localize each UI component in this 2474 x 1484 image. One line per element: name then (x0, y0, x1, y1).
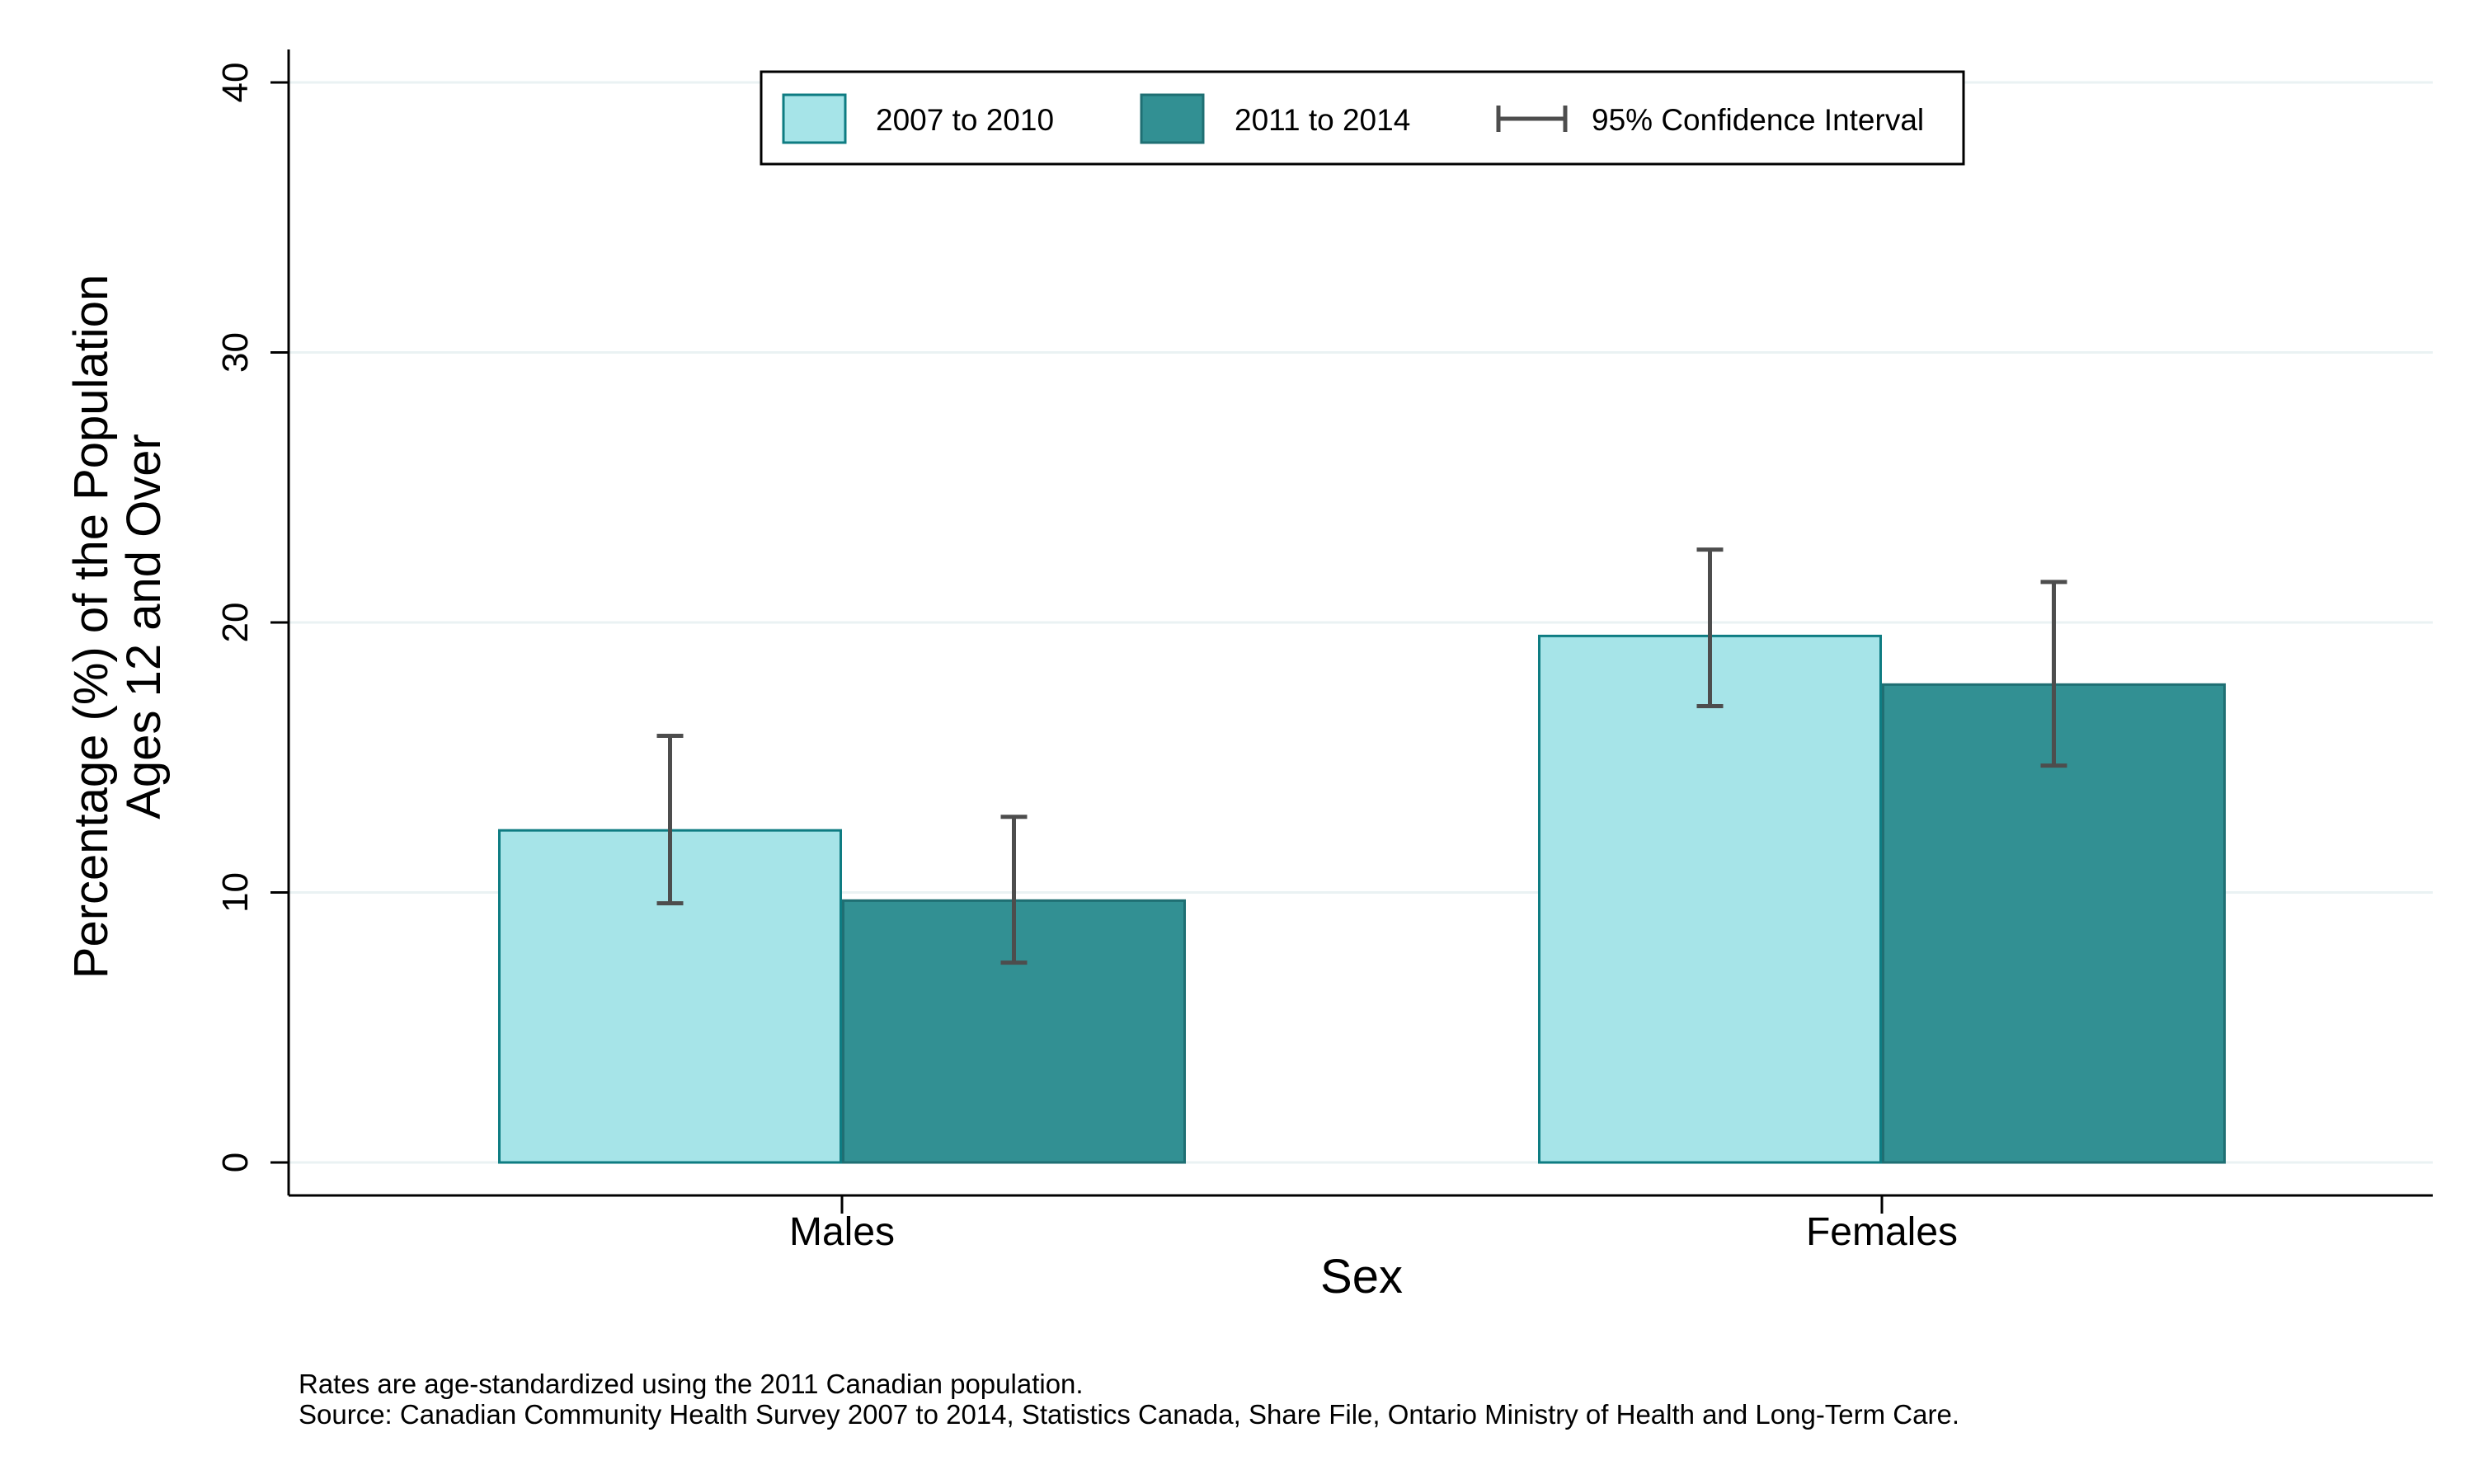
ci-females-2011-to-2014 (2040, 580, 2067, 768)
legend: 2007 to 2010 2011 to 2014 95% Confidence… (760, 70, 1965, 166)
confidence-intervals (656, 547, 2067, 965)
bar-females-2007-to-2010 (1538, 634, 1882, 1164)
y-axis-title-line-1: Percentage (%) of the Population (64, 275, 118, 979)
legend-label-2007-2010: 2007 to 2010 (876, 103, 1054, 137)
legend-box (760, 70, 1965, 166)
legend-swatch-2011-2014 (1140, 93, 1205, 144)
legend-label-ci: 95% Confidence Interval (1592, 103, 1924, 137)
legend-ci-icon (1496, 106, 1568, 132)
y-tick-label-0: 0 (215, 1153, 256, 1172)
x-axis-title: Sex (1320, 1250, 1403, 1303)
ci-males-2011-to-2014 (1000, 815, 1028, 965)
y-axis-title: Percentage (%) of the Population Ages 12… (64, 275, 171, 979)
y-tick-label-20: 20 (215, 603, 256, 643)
y-axis-title-line-2: Ages 12 and Over (117, 434, 171, 819)
y-tick-label-40: 40 (215, 63, 256, 103)
x-tick-label-females: Females (1806, 1210, 1958, 1254)
footnote-rates: Rates are age-standardized using the 201… (299, 1369, 1084, 1399)
y-tick-label-30: 30 (215, 332, 256, 373)
ci-males-2007-to-2010 (656, 734, 684, 906)
y-tick-label-10: 10 (215, 872, 256, 913)
bar-males-2011-to-2014 (842, 899, 1186, 1164)
footnote-source: Source: Canadian Community Health Survey… (299, 1399, 1959, 1430)
axes: 0 10 20 30 40 Males Females (215, 49, 2433, 1254)
ci-females-2007-to-2010 (1696, 547, 1724, 709)
legend-swatch-2007-2010 (782, 93, 847, 144)
legend-label-2011-2014: 2011 to 2014 (1235, 103, 1410, 137)
bars (498, 634, 2226, 1164)
x-tick-label-males: Males (789, 1210, 895, 1254)
